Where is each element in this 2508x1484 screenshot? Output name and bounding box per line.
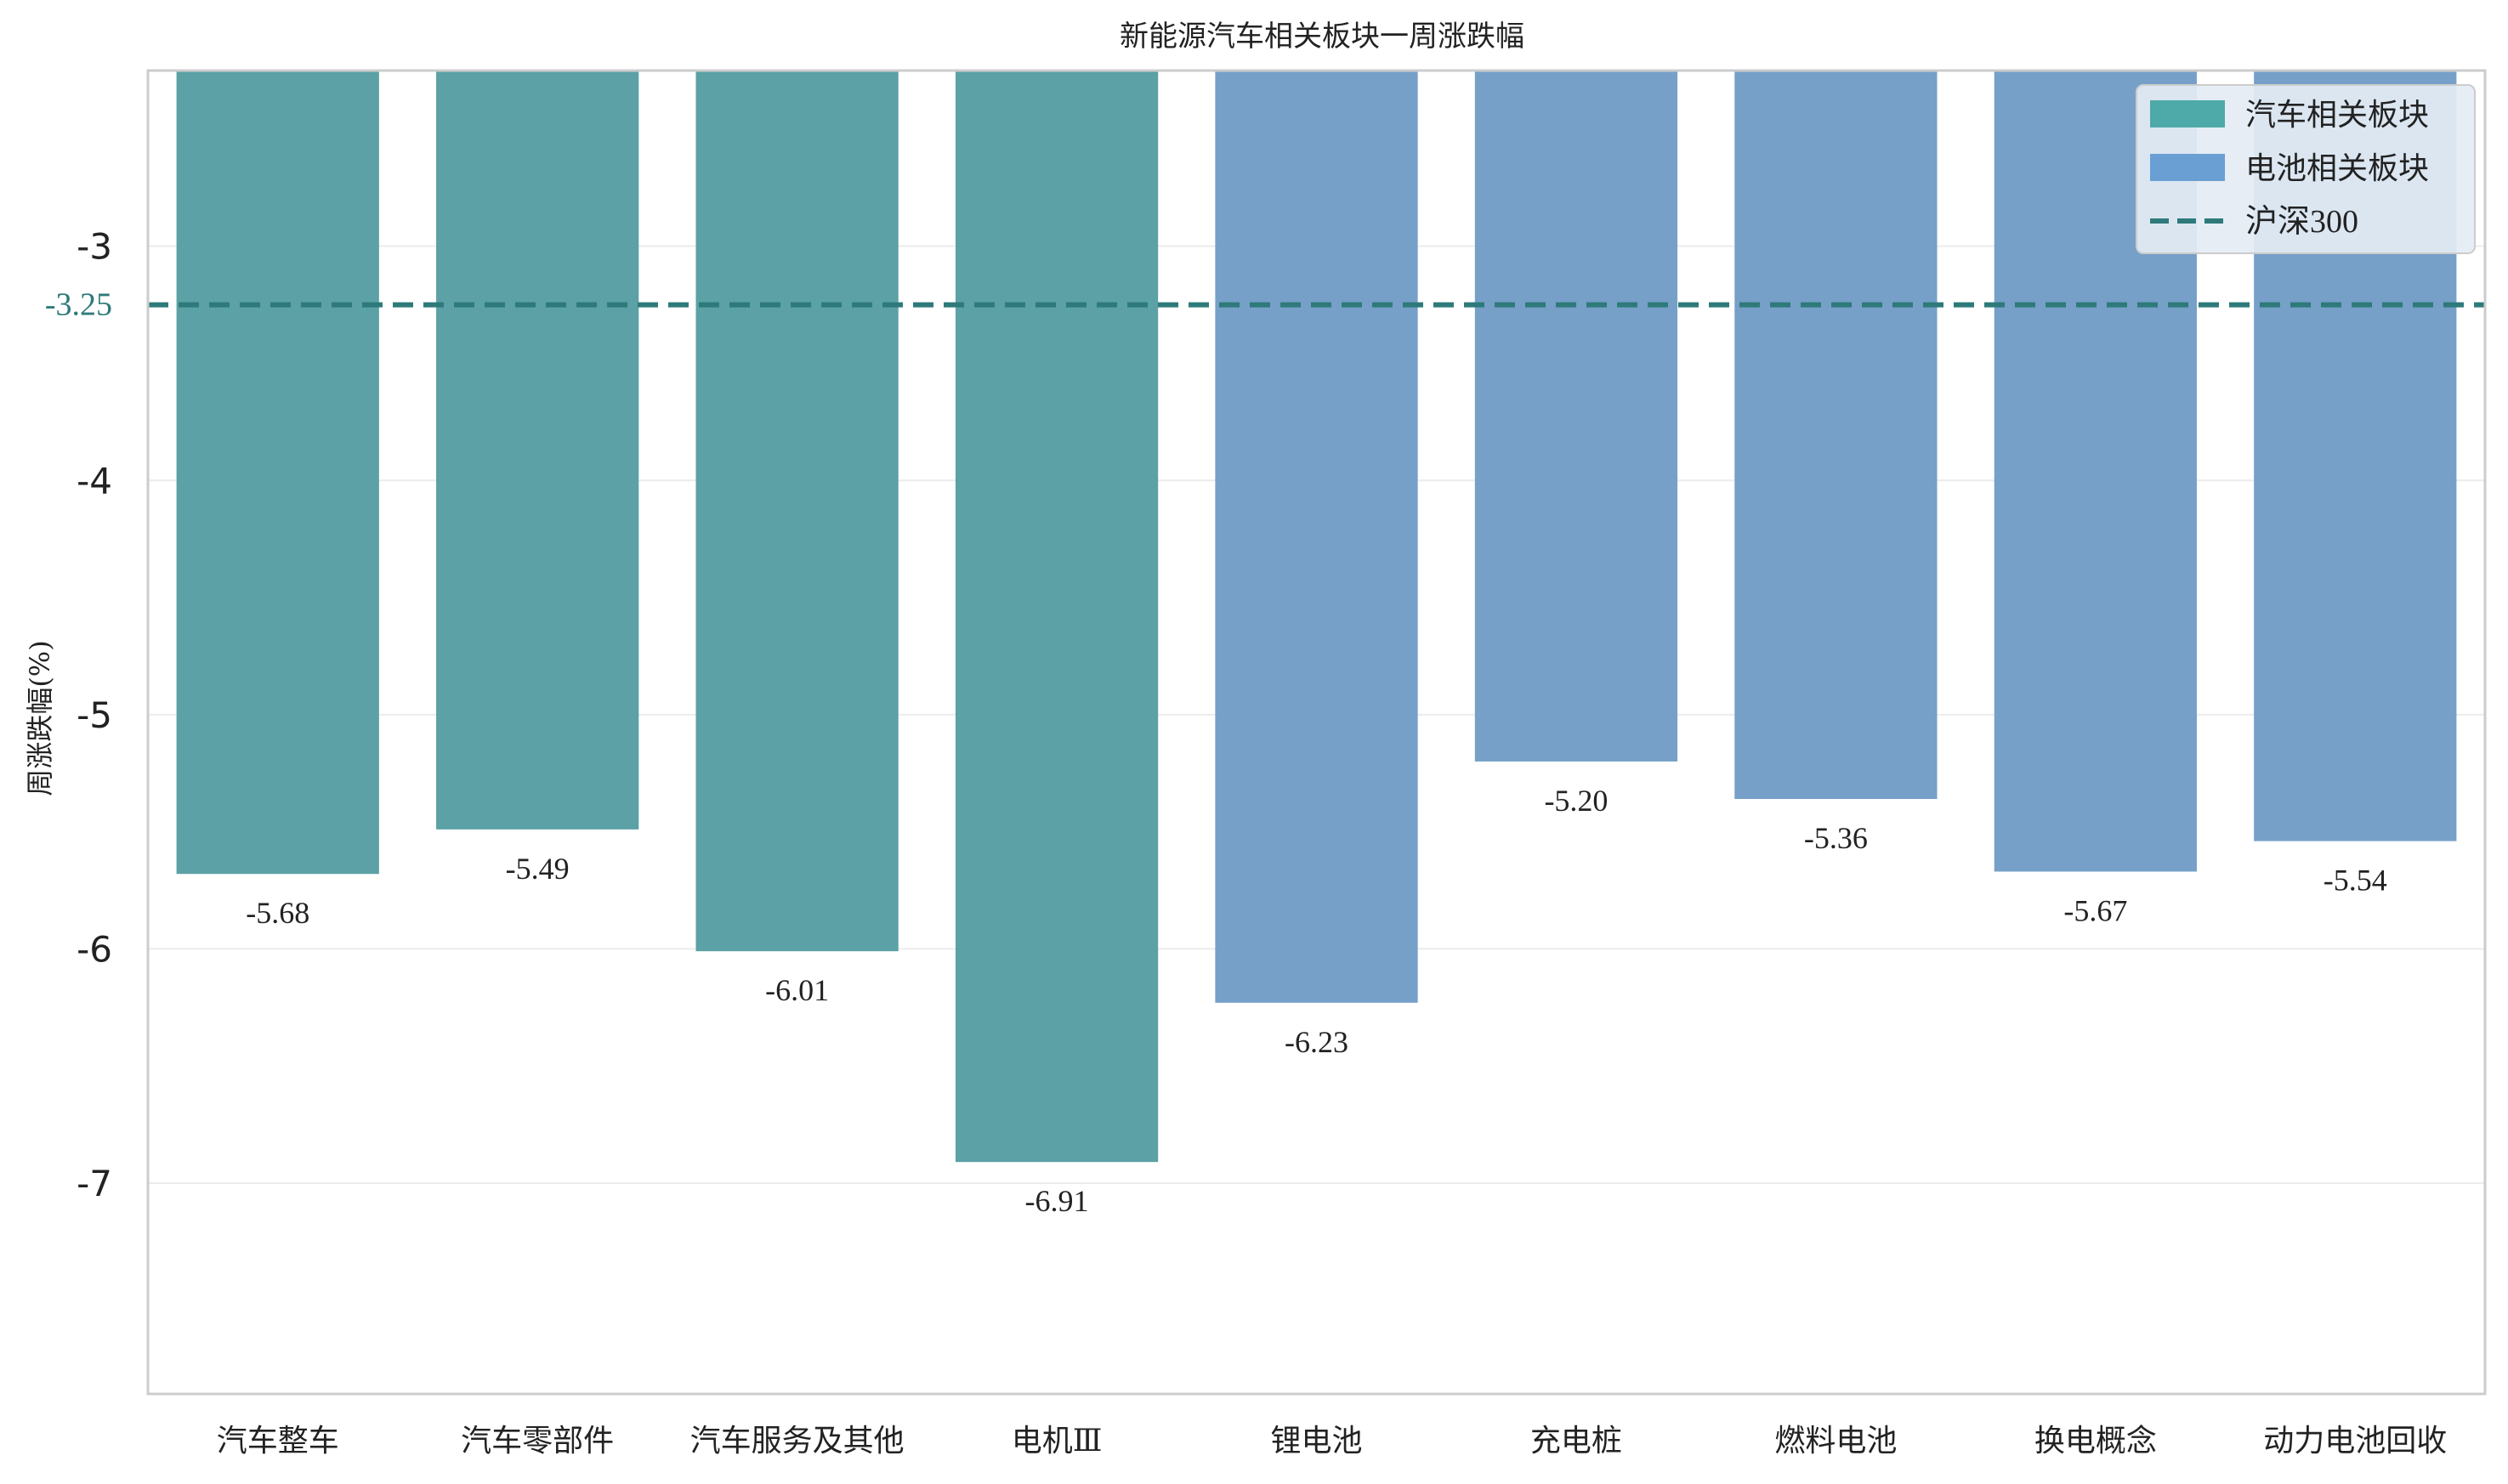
x-tick-label: 锂电池 — [1270, 1424, 1362, 1459]
bar-5 — [1215, 71, 1418, 1003]
data-label: -5.68 — [246, 896, 309, 930]
x-ticks: 汽车整车 汽车零部件 汽车服务及其他 电机Ⅲ 锂电池 充电桩 燃料电池 换电概念 动力电池回收 — [217, 1424, 2448, 1459]
data-labels: -5.68 -5.49 -6.01 -6.91 -6.23 -5.20 -5.36 -5.67… — [246, 784, 2387, 1218]
legend-label: 汽车相关板块 — [2245, 98, 2429, 133]
data-label: -5.36 — [1804, 821, 1868, 855]
bar-3 — [695, 71, 899, 952]
data-label: -5.54 — [2324, 864, 2387, 898]
data-label: -6.01 — [765, 973, 829, 1007]
legend-label: 电池相关板块 — [2245, 151, 2429, 186]
data-label: -5.67 — [2063, 893, 2127, 927]
y-tick-label: -6 — [77, 928, 112, 970]
y-ticks: -3 -4 -5 -6 -7 — [77, 226, 112, 1204]
reference-line-group: -3.25 — [45, 287, 2485, 323]
bar-4 — [955, 71, 1159, 1163]
x-tick-label: 汽车整车 — [217, 1424, 339, 1459]
x-tick-label: 汽车服务及其他 — [690, 1424, 905, 1459]
y-tick-label: -7 — [77, 1163, 112, 1204]
bar-2 — [436, 71, 639, 830]
bar-7 — [1734, 71, 1938, 800]
x-tick-label: 电机Ⅲ — [1012, 1424, 1103, 1459]
x-tick-label: 充电桩 — [1530, 1424, 1622, 1459]
data-label: -6.23 — [1285, 1025, 1348, 1059]
x-tick-label: 换电概念 — [2034, 1424, 2157, 1459]
bar-1 — [176, 71, 379, 875]
data-label: -6.91 — [1025, 1184, 1089, 1218]
legend-swatch — [2150, 154, 2225, 181]
x-tick-label: 燃料电池 — [1774, 1424, 1897, 1459]
legend-label: 沪深300 — [2245, 204, 2358, 240]
plot-frame — [146, 69, 2487, 1396]
data-label: -5.20 — [1544, 784, 1608, 818]
x-tick-label: 动力电池回收 — [2263, 1424, 2447, 1459]
reference-line-label: -3.25 — [45, 287, 112, 323]
legend-swatch — [2150, 100, 2225, 127]
bar-6 — [1474, 71, 1678, 762]
y-tick-label: -3 — [77, 226, 112, 268]
chart-title: 新能源汽车相关板块一周涨跌幅 — [1120, 20, 1524, 54]
y-tick-label: -5 — [77, 694, 112, 736]
y-tick-label: -4 — [77, 460, 112, 501]
data-label: -5.49 — [506, 852, 570, 886]
bars — [176, 71, 2457, 1163]
y-axis-label: 周涨跌幅(%) — [24, 640, 56, 796]
x-tick-label: 汽车零部件 — [461, 1424, 614, 1459]
